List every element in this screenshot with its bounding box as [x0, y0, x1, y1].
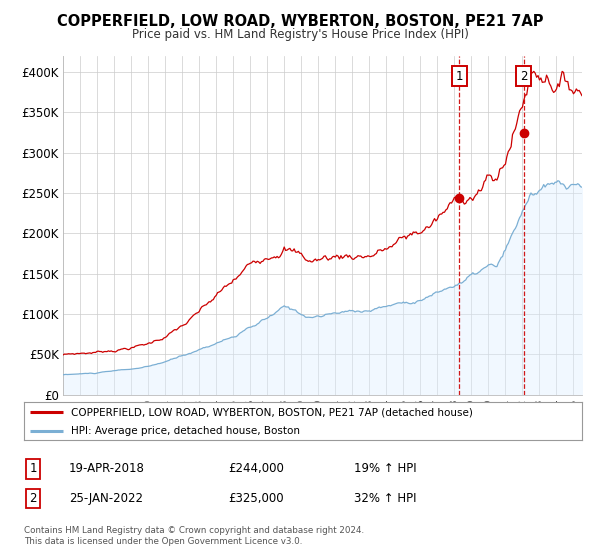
Text: HPI: Average price, detached house, Boston: HPI: Average price, detached house, Bost… [71, 426, 301, 436]
Text: Contains HM Land Registry data © Crown copyright and database right 2024.
This d: Contains HM Land Registry data © Crown c… [24, 526, 364, 546]
Text: 1: 1 [455, 69, 463, 83]
Text: 1: 1 [29, 462, 37, 475]
Text: 25-JAN-2022: 25-JAN-2022 [69, 492, 143, 505]
Text: £325,000: £325,000 [228, 492, 284, 505]
Text: 32% ↑ HPI: 32% ↑ HPI [354, 492, 416, 505]
Text: COPPERFIELD, LOW ROAD, WYBERTON, BOSTON, PE21 7AP (detached house): COPPERFIELD, LOW ROAD, WYBERTON, BOSTON,… [71, 407, 473, 417]
Text: 2: 2 [520, 69, 527, 83]
Text: Price paid vs. HM Land Registry's House Price Index (HPI): Price paid vs. HM Land Registry's House … [131, 28, 469, 41]
Text: 19-APR-2018: 19-APR-2018 [69, 462, 145, 475]
Text: £244,000: £244,000 [228, 462, 284, 475]
Text: 19% ↑ HPI: 19% ↑ HPI [354, 462, 416, 475]
Text: 2: 2 [29, 492, 37, 505]
Text: COPPERFIELD, LOW ROAD, WYBERTON, BOSTON, PE21 7AP: COPPERFIELD, LOW ROAD, WYBERTON, BOSTON,… [57, 14, 543, 29]
